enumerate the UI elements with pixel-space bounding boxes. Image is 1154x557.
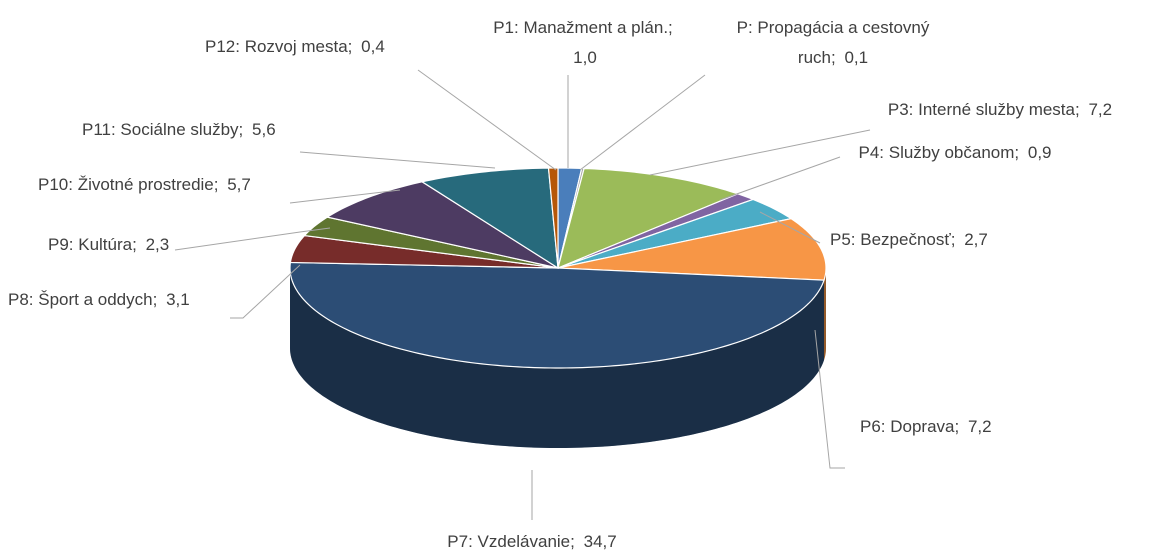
data-label: P12: Rozvoj mesta; 0,4 (205, 32, 505, 62)
value-label: 0,1 (844, 48, 869, 67)
slice (420, 167, 559, 270)
category-label: P11: Sociálne služby; (82, 120, 244, 139)
data-label: P6: Doprava; 7,2 (860, 412, 1154, 442)
category-label: P3: Interné služby mesta; (887, 100, 1080, 119)
value-label: 5,7 (227, 175, 251, 194)
value-label: 2,3 (145, 235, 170, 254)
slice (325, 181, 559, 269)
slice-side-shade (824, 268, 826, 361)
value-label: 0,4 (361, 37, 385, 56)
data-label: P1: Manažment a plán.; 1,0 (493, 13, 673, 73)
category-label: P12: Rozvoj mesta; (205, 37, 353, 56)
data-label: P11: Sociálne služby; 5,6 (82, 115, 382, 145)
leader-line (814, 329, 845, 469)
slice-side (824, 268, 826, 361)
slice (557, 218, 827, 281)
leader-line (289, 189, 401, 204)
category-label: P4: Služby občanom; (858, 143, 1020, 162)
slice-side (290, 268, 825, 448)
leader-line (299, 151, 496, 169)
category-label: P6: Doprava; (860, 417, 960, 436)
slice (289, 261, 825, 369)
value-label: 3,1 (166, 290, 190, 309)
data-label: P3: Interné služby mesta; 7,2 (840, 95, 1154, 125)
leader-line (719, 156, 841, 201)
category-label: P8: Šport a oddych; (8, 290, 158, 309)
value-label: 0,9 (1027, 143, 1052, 162)
slice (303, 216, 559, 269)
category-label: P9: Kultúra; (48, 235, 137, 254)
data-label: P: Propagácia a cestovný ruch; 0,1 (733, 13, 933, 73)
category-label: P5: Bezpečnosť; (830, 230, 956, 249)
leader-line (174, 227, 331, 251)
data-label: P5: Bezpečnosť; 2,7 (830, 225, 1130, 255)
leader-line (417, 69, 557, 171)
slice-side-shade (290, 268, 825, 448)
data-label: P10: Životné prostredie; 5,7 (38, 170, 338, 200)
leader-line (759, 211, 821, 244)
value-label: 34,7 (583, 532, 617, 551)
data-label: P4: Služby občanom; 0,9 (845, 138, 1065, 168)
value-label: 2,7 (964, 230, 988, 249)
category-label: P: Propagácia a cestovný ruch; (736, 18, 930, 67)
slice (557, 198, 793, 269)
value-label: 5,6 (252, 120, 276, 139)
category-label: P1: Manažment a plán.; (493, 18, 673, 37)
data-label: P8: Šport a oddych; 3,1 (8, 285, 308, 315)
leader-line (649, 129, 871, 176)
slice (557, 167, 740, 270)
value-label: 7,2 (967, 417, 992, 436)
data-label: P7: Vzdelávanie; 34,7 (382, 527, 682, 557)
leader-line (579, 74, 706, 171)
data-label: P9: Kultúra; 2,3 (48, 230, 348, 260)
category-label: P10: Životné prostredie; (38, 175, 219, 194)
leader-line (230, 264, 301, 319)
value-label: 1,0 (573, 48, 597, 67)
category-label: P7: Vzdelávanie; (447, 532, 575, 551)
value-label: 7,2 (1088, 100, 1113, 119)
